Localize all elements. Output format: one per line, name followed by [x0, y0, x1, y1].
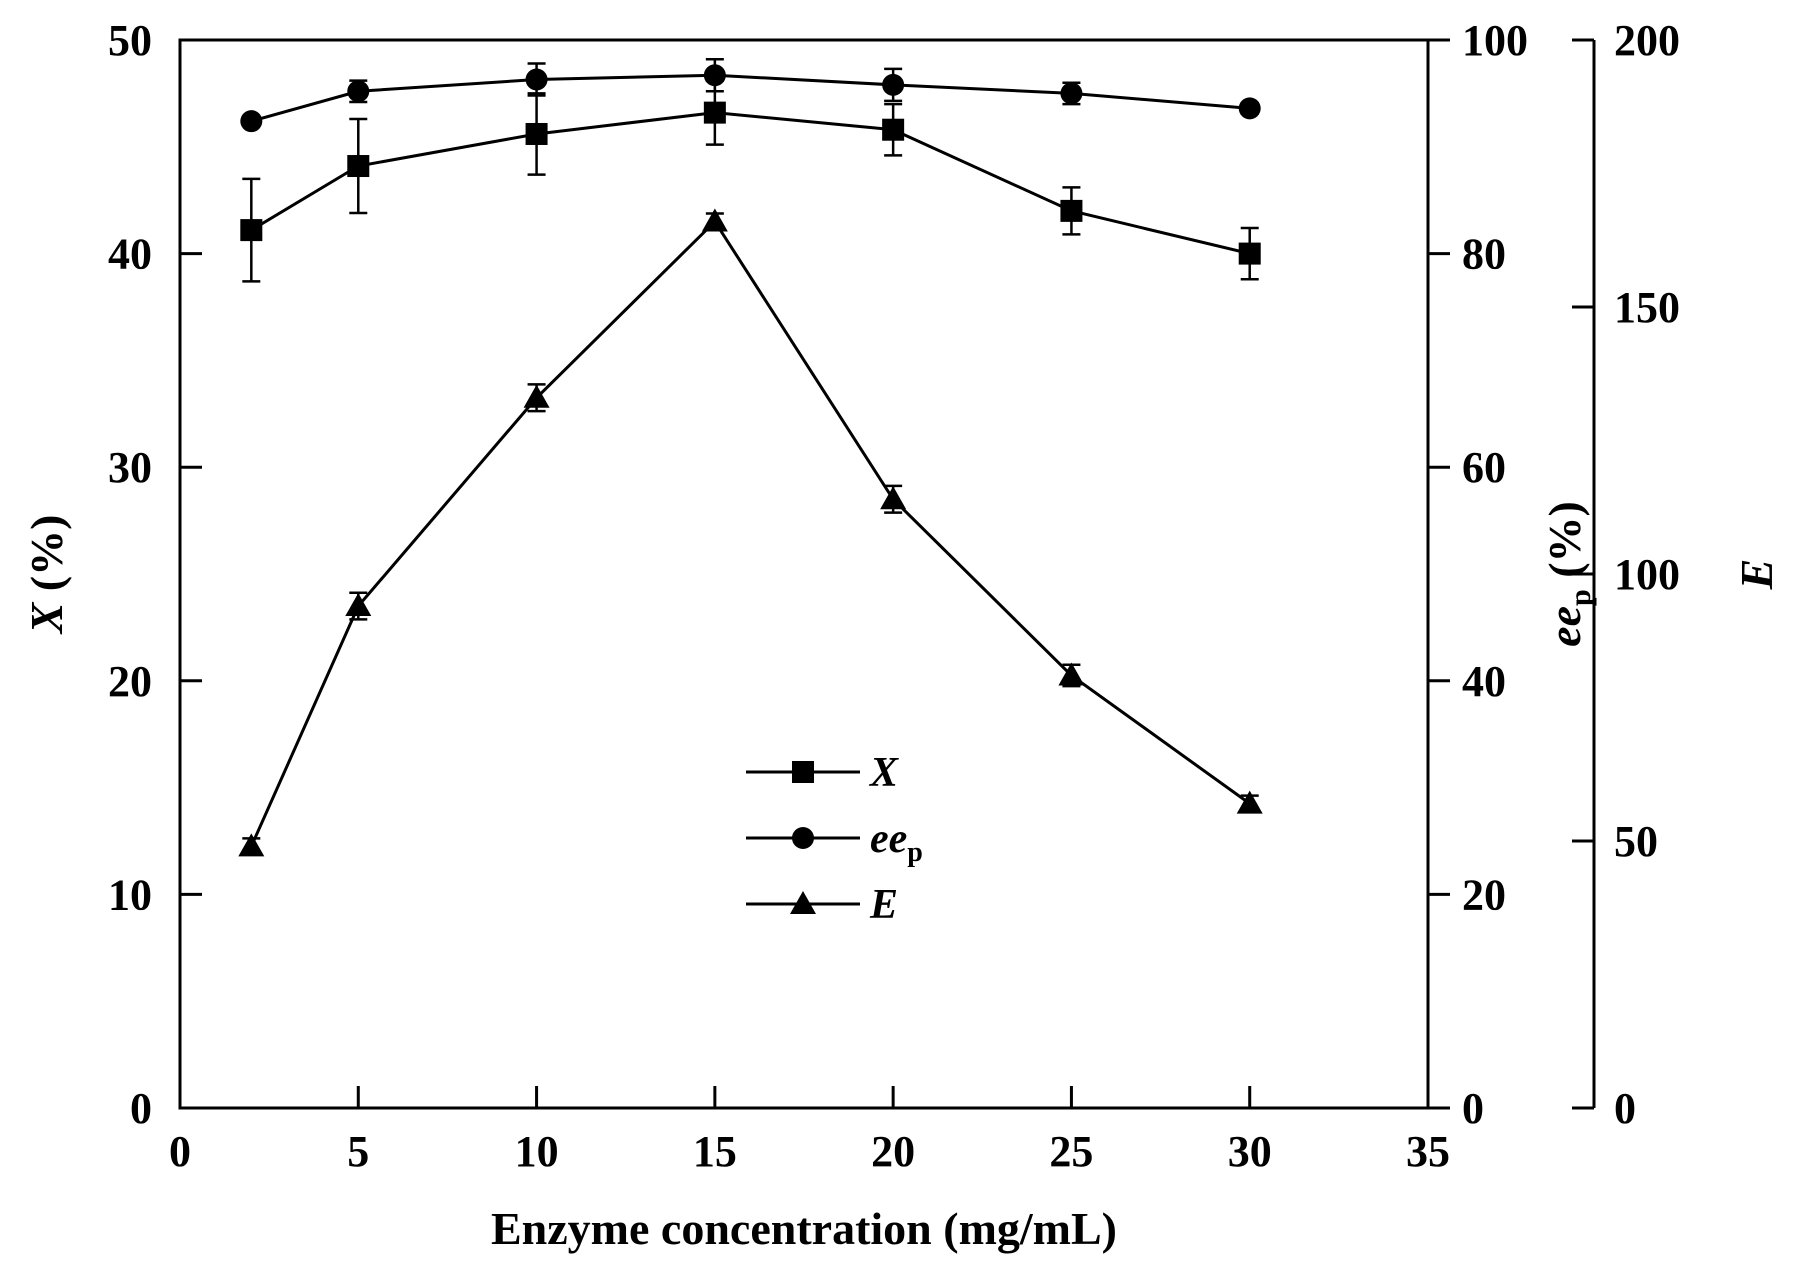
x-tick-label: 35: [1406, 1127, 1450, 1176]
data-point: [238, 833, 265, 857]
data-point: [1238, 97, 1261, 120]
plot-frame: [178, 38, 1430, 1110]
legend-label-main: X: [868, 750, 899, 796]
data-point: [240, 110, 263, 133]
legend-label: X: [868, 750, 899, 796]
x-tick-label: 20: [871, 1127, 915, 1176]
left-axis-title-var: X: [21, 601, 72, 635]
series-1: [240, 79, 1261, 283]
data-point: [882, 118, 905, 141]
left-axis-title-unit: (%): [21, 515, 72, 603]
series-3: [238, 208, 1263, 857]
right-tick-label: 40: [1462, 657, 1506, 706]
data-point: [701, 208, 728, 232]
x-tick-label: 30: [1228, 1127, 1272, 1176]
right-tick-label: 100: [1462, 16, 1528, 65]
legend-label: eep: [870, 816, 923, 868]
left-tick-label: 10: [108, 870, 152, 919]
legend-label-main: E: [869, 882, 898, 928]
ee-axis-title-var: ee: [1539, 606, 1590, 647]
legend-marker: [792, 827, 814, 849]
series-line-1: [250, 111, 1251, 256]
data-point: [240, 219, 263, 242]
ee-axis-title: eep (%): [1539, 501, 1597, 647]
data-point: [1058, 662, 1085, 686]
data-point: [523, 384, 550, 408]
ee-axis-title-unit: (%): [1539, 501, 1590, 589]
x-tick-label: 15: [693, 1127, 737, 1176]
data-point: [525, 122, 548, 145]
legend-item-3: E: [746, 882, 898, 928]
data-point: [703, 101, 726, 124]
left-tick-label: 50: [108, 16, 152, 65]
data-point: [703, 64, 726, 87]
left-axis-title: X (%): [21, 515, 72, 636]
series-2: [240, 57, 1261, 133]
data-point: [345, 593, 372, 617]
legend-item-1: X: [746, 750, 899, 796]
data-point: [1060, 82, 1083, 105]
left-tick-label: 0: [130, 1084, 152, 1133]
e-tick-label: 100: [1614, 550, 1680, 599]
data-point: [525, 68, 548, 91]
data-point: [1060, 199, 1083, 222]
x-tick-label: 5: [347, 1127, 369, 1176]
left-tick-label: 40: [108, 230, 152, 279]
e-tick-label: 0: [1614, 1084, 1636, 1133]
data-point: [1236, 790, 1263, 814]
legend-label: E: [869, 882, 898, 928]
x-tick-label: 10: [515, 1127, 559, 1176]
data-point: [347, 155, 370, 178]
x-tick-label: 25: [1049, 1127, 1093, 1176]
legend-item-2: eep: [746, 816, 923, 868]
series-line-2: [250, 73, 1250, 123]
left-tick-label: 20: [108, 657, 152, 706]
left-tick-label: 30: [108, 443, 152, 492]
legend-marker: [790, 891, 816, 914]
e-tick-label: 200: [1614, 16, 1680, 65]
right-tick-label: 0: [1462, 1084, 1484, 1133]
data-point: [1238, 242, 1261, 265]
ee-axis-title-sub: p: [1564, 589, 1597, 606]
x-axis-title: Enzyme concentration (mg/mL): [491, 1203, 1117, 1254]
data-point: [880, 486, 907, 510]
legend-marker: [792, 761, 814, 783]
e-tick-label: 50: [1614, 817, 1658, 866]
e-tick-label: 150: [1614, 283, 1680, 332]
x-tick-label: 0: [169, 1127, 191, 1176]
right-tick-label: 80: [1462, 230, 1506, 279]
e-axis-title: E: [1731, 559, 1782, 591]
data-point: [882, 73, 905, 96]
legend-label-sub: p: [907, 837, 923, 868]
right-tick-label: 60: [1462, 443, 1506, 492]
legend-label-main: ee: [870, 816, 907, 862]
right-tick-label: 20: [1462, 870, 1506, 919]
data-point: [347, 80, 370, 103]
series-line-3: [249, 219, 1251, 847]
